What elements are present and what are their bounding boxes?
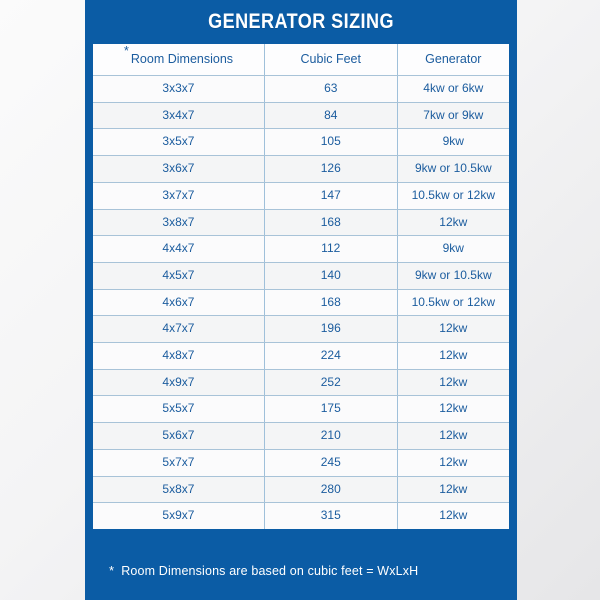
- table-row: 4x7x7 196 12kw: [93, 315, 509, 344]
- table-row: 3x8x7 168 12kw: [93, 209, 509, 237]
- column-header-room-dimensions: *Room Dimensions: [93, 44, 265, 76]
- cell-cubic-feet: 105: [264, 128, 398, 157]
- cell-generator: 12kw: [397, 476, 509, 504]
- cell-cubic-feet: 168: [264, 289, 398, 317]
- panel-title-band: GENERATOR SIZING: [85, 0, 517, 44]
- cell-generator: 4kw or 6kw: [397, 75, 509, 103]
- cell-cubic-feet: 280: [264, 476, 398, 504]
- cell-cubic-feet: 175: [264, 395, 398, 424]
- page-title: GENERATOR SIZING: [208, 10, 394, 33]
- footer-note-text: Room Dimensions are based on cubic feet …: [121, 563, 419, 578]
- cell-room-dimensions: 4x7x7: [93, 315, 265, 344]
- generator-sizing-table: *Room Dimensions Cubic Feet Generator 3x…: [93, 44, 509, 529]
- cell-room-dimensions: 3x6x7: [93, 155, 265, 183]
- cell-cubic-feet: 63: [264, 75, 398, 103]
- cell-room-dimensions: 3x3x7: [93, 75, 265, 103]
- cell-cubic-feet: 245: [264, 449, 398, 477]
- cell-generator: 12kw: [397, 315, 509, 344]
- table-row: 4x9x7 252 12kw: [93, 369, 509, 397]
- cell-cubic-feet: 140: [264, 262, 398, 290]
- footer-note-band: * Room Dimensions are based on cubic feet…: [85, 540, 517, 600]
- table-row: 3x6x7 126 9kw or 10.5kw: [93, 155, 509, 183]
- cell-room-dimensions: 4x6x7: [93, 289, 265, 317]
- cell-cubic-feet: 315: [264, 502, 398, 529]
- cell-generator: 9kw: [397, 235, 509, 263]
- column-header-room-dimensions-label: Room Dimensions: [130, 52, 234, 66]
- table-body: 3x3x7 63 4kw or 6kw 3x4x7 84 7kw or 9kw …: [93, 75, 509, 529]
- cell-generator: 10.5kw or 12kw: [397, 182, 509, 210]
- cell-room-dimensions: 4x9x7: [93, 369, 265, 397]
- table-row: 5x5x7 175 12kw: [93, 395, 509, 424]
- asterisk-icon: *: [109, 562, 115, 578]
- table-row: 5x7x7 245 12kw: [93, 449, 509, 477]
- cell-cubic-feet: 196: [264, 315, 398, 344]
- cell-cubic-feet: 112: [264, 235, 398, 263]
- cell-room-dimensions: 5x5x7: [93, 395, 265, 424]
- cell-room-dimensions: 3x5x7: [93, 128, 265, 157]
- cell-room-dimensions: 4x4x7: [93, 235, 265, 263]
- cell-cubic-feet: 126: [264, 155, 398, 183]
- cell-generator: 7kw or 9kw: [397, 102, 509, 130]
- table-header-row: *Room Dimensions Cubic Feet Generator: [93, 44, 509, 76]
- cell-generator: 9kw or 10.5kw: [397, 262, 509, 290]
- table-row: 3x3x7 63 4kw or 6kw: [93, 75, 509, 103]
- cell-cubic-feet: 147: [264, 182, 398, 210]
- cell-generator: 9kw: [397, 128, 509, 157]
- column-header-cubic-feet: Cubic Feet: [264, 44, 398, 76]
- cell-room-dimensions: 5x7x7: [93, 449, 265, 477]
- table-row: 5x6x7 210 12kw: [93, 422, 509, 450]
- cell-cubic-feet: 84: [264, 102, 398, 130]
- cell-generator: 12kw: [397, 502, 509, 529]
- table-row: 3x4x7 84 7kw or 9kw: [93, 102, 509, 130]
- cell-room-dimensions: 5x6x7: [93, 422, 265, 450]
- cell-generator: 12kw: [397, 369, 509, 397]
- cell-cubic-feet: 168: [264, 209, 398, 237]
- table-row: 5x9x7 315 12kw: [93, 502, 509, 529]
- table-row: 4x4x7 112 9kw: [93, 235, 509, 263]
- cell-generator: 9kw or 10.5kw: [397, 155, 509, 183]
- cell-generator: 12kw: [397, 422, 509, 450]
- cell-generator: 12kw: [397, 209, 509, 237]
- sizing-panel: GENERATOR SIZING *Room Dimensions Cubic …: [85, 0, 517, 600]
- cell-room-dimensions: 3x4x7: [93, 102, 265, 130]
- cell-room-dimensions: 4x5x7: [93, 262, 265, 290]
- table-row: 5x8x7 280 12kw: [93, 476, 509, 504]
- cell-room-dimensions: 5x9x7: [93, 502, 265, 529]
- cell-room-dimensions: 4x8x7: [93, 342, 265, 370]
- cell-room-dimensions: 3x7x7: [93, 182, 265, 210]
- column-header-generator: Generator: [397, 44, 509, 76]
- cell-generator: 10.5kw or 12kw: [397, 289, 509, 317]
- footer-note: * Room Dimensions are based on cubic feet…: [109, 563, 418, 578]
- cell-generator: 12kw: [397, 395, 509, 424]
- cell-cubic-feet: 210: [264, 422, 398, 450]
- table-container: *Room Dimensions Cubic Feet Generator 3x…: [85, 44, 517, 540]
- table-row: 4x5x7 140 9kw or 10.5kw: [93, 262, 509, 290]
- cell-generator: 12kw: [397, 449, 509, 477]
- cell-generator: 12kw: [397, 342, 509, 370]
- cell-room-dimensions: 3x8x7: [93, 209, 265, 237]
- table-row: 3x7x7 147 10.5kw or 12kw: [93, 182, 509, 210]
- table-row: 4x8x7 224 12kw: [93, 342, 509, 370]
- cell-room-dimensions: 5x8x7: [93, 476, 265, 504]
- table-row: 3x5x7 105 9kw: [93, 128, 509, 157]
- table-row: 4x6x7 168 10.5kw or 12kw: [93, 289, 509, 317]
- cell-cubic-feet: 252: [264, 369, 398, 397]
- table-header: *Room Dimensions Cubic Feet Generator: [93, 44, 509, 76]
- cell-cubic-feet: 224: [264, 342, 398, 370]
